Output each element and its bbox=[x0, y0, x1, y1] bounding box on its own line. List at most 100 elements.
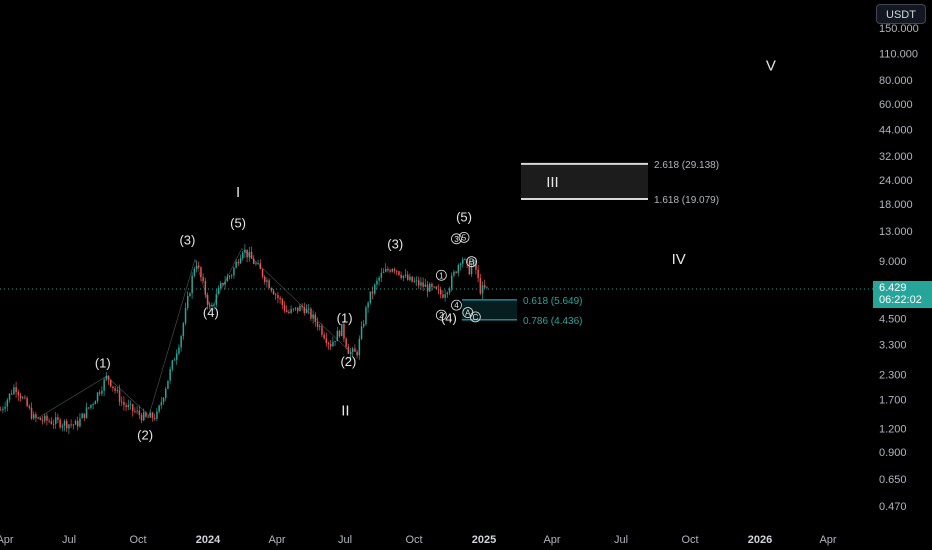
subwave-label: 3 bbox=[454, 235, 459, 244]
candle-body bbox=[39, 417, 42, 421]
candle-body bbox=[178, 347, 180, 354]
candle-body bbox=[63, 420, 66, 426]
x-tick-label: Oct bbox=[681, 534, 698, 546]
candle-body bbox=[11, 393, 13, 395]
subwave-label: B bbox=[469, 258, 474, 267]
support-zone-box bbox=[462, 299, 517, 320]
candle-body bbox=[378, 277, 380, 281]
fib-level-label: 0.786 (4.436) bbox=[523, 316, 583, 327]
candle-body bbox=[286, 310, 288, 312]
candle-body bbox=[316, 321, 319, 327]
candle-body bbox=[22, 397, 24, 399]
fib-level-label: 1.618 (19.079) bbox=[654, 195, 719, 206]
candle-body bbox=[358, 338, 361, 356]
candle-body bbox=[160, 402, 163, 406]
candle-body bbox=[50, 421, 53, 424]
candle-body bbox=[261, 269, 264, 277]
candle-body bbox=[189, 293, 191, 297]
candle-body bbox=[420, 282, 422, 286]
wave-label: (1) bbox=[95, 355, 111, 370]
candle-body bbox=[110, 379, 112, 387]
x-tick-label: Apr bbox=[0, 534, 14, 546]
wave-label: (3) bbox=[387, 236, 403, 251]
candle-body bbox=[294, 307, 297, 309]
candle-body bbox=[105, 375, 108, 380]
x-tick-label: Jul bbox=[338, 534, 352, 546]
candle-body bbox=[442, 294, 444, 298]
candle-body bbox=[418, 280, 420, 286]
candle-body bbox=[151, 412, 154, 418]
candle-body bbox=[4, 406, 6, 409]
x-tick-label: Apr bbox=[268, 534, 285, 546]
candle-body bbox=[145, 412, 147, 417]
candle-body bbox=[57, 417, 59, 420]
candle-body bbox=[338, 330, 341, 337]
candle-body bbox=[184, 307, 187, 324]
candle-body bbox=[112, 386, 114, 389]
candle-body bbox=[343, 324, 345, 339]
candle-body bbox=[90, 404, 92, 408]
subwave-label: A bbox=[465, 309, 471, 318]
candle-body bbox=[52, 423, 55, 425]
candle-body bbox=[451, 275, 453, 289]
target-zone-box bbox=[521, 163, 648, 199]
candle-body bbox=[310, 308, 312, 319]
wave-label: (4) bbox=[441, 310, 457, 325]
y-tick-label: 150.000 bbox=[879, 23, 919, 35]
candle-body bbox=[222, 282, 224, 285]
candle-body bbox=[371, 291, 374, 294]
candle-body bbox=[228, 275, 231, 277]
candle-body bbox=[217, 287, 220, 294]
y-tick-label: 80.000 bbox=[879, 75, 913, 87]
candle-body bbox=[202, 276, 204, 281]
candle-body bbox=[308, 308, 310, 310]
candle-body bbox=[85, 407, 88, 418]
candle-body bbox=[481, 285, 484, 294]
candle-body bbox=[264, 276, 266, 282]
y-tick-label: 4.500 bbox=[879, 314, 907, 326]
candle-body bbox=[444, 294, 446, 298]
candle-body bbox=[374, 284, 376, 294]
candle-body bbox=[411, 276, 413, 282]
candle-body bbox=[200, 267, 202, 277]
currency-button[interactable]: USDT bbox=[876, 4, 926, 24]
candle-body bbox=[123, 401, 125, 406]
candle-body bbox=[156, 411, 158, 419]
candle-body bbox=[55, 417, 57, 424]
candle-body bbox=[356, 351, 358, 356]
candle-body bbox=[6, 399, 9, 407]
candle-body bbox=[24, 397, 26, 399]
candle-body bbox=[99, 392, 101, 394]
x-tick-label: Oct bbox=[129, 534, 146, 546]
candle-body bbox=[162, 397, 165, 403]
candle-body bbox=[44, 415, 46, 421]
candle-body bbox=[198, 265, 200, 268]
candle-body bbox=[253, 258, 255, 264]
x-tick-label: 2025 bbox=[472, 534, 496, 546]
candle-body bbox=[129, 404, 132, 405]
candle-body bbox=[114, 388, 116, 391]
wave-label-major: V bbox=[766, 57, 776, 74]
candle-body bbox=[470, 266, 473, 275]
candle-body bbox=[125, 405, 127, 408]
candle-body bbox=[46, 415, 48, 421]
wave-label-major: II bbox=[341, 403, 349, 420]
subwave-circle bbox=[469, 311, 481, 323]
wave-label-major: IV bbox=[672, 251, 686, 268]
subwave-circle bbox=[466, 256, 477, 268]
candle-body bbox=[462, 259, 464, 264]
candle-body bbox=[380, 272, 383, 278]
candle-body bbox=[154, 417, 156, 419]
candle-body bbox=[19, 395, 22, 399]
subwave-label: 1 bbox=[439, 271, 444, 280]
candle-body bbox=[255, 263, 257, 265]
candle-body bbox=[132, 404, 134, 411]
wave-label: (2) bbox=[137, 427, 153, 442]
candle-body bbox=[26, 398, 28, 407]
candle-body bbox=[321, 326, 323, 335]
y-tick-label: 60.000 bbox=[879, 99, 913, 111]
candle-body bbox=[101, 390, 103, 394]
candle-body bbox=[83, 413, 86, 418]
fib-level-label: 2.618 (29.138) bbox=[654, 160, 719, 171]
